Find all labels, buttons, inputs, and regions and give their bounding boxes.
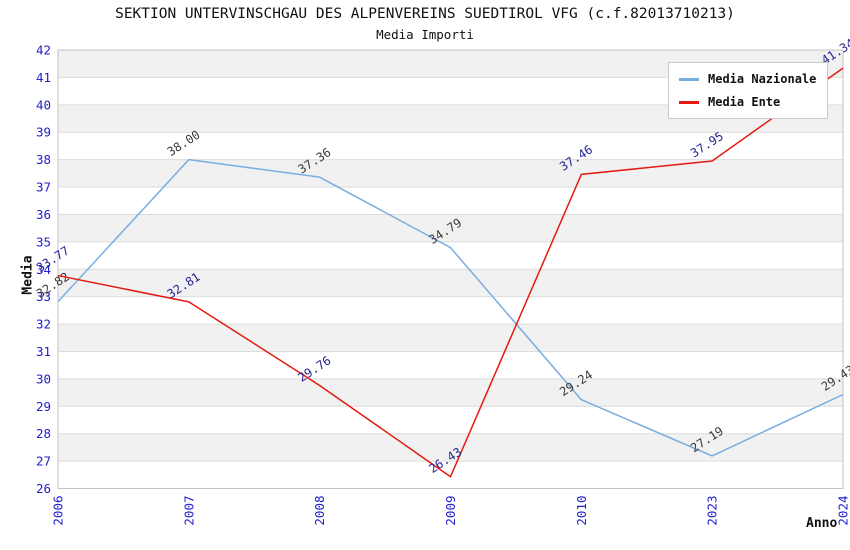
y-tick-label: 42 [36, 43, 51, 58]
x-tick-label: 2024 [836, 496, 850, 526]
legend-item-media-nazionale: Media Nazionale [679, 72, 816, 86]
y-tick-label: 28 [36, 426, 51, 441]
y-tick-label: 35 [36, 234, 51, 249]
plot-band [58, 214, 843, 242]
x-axis-title: Anno [806, 516, 838, 531]
plot-band [58, 241, 843, 270]
plot-border [57, 49, 844, 489]
plot-band [58, 187, 843, 215]
legend-item-media-ente: Media Ente [679, 95, 816, 109]
y-tick-label: 41 [36, 70, 51, 85]
y-tick-label: 29 [36, 399, 51, 414]
y-tick-label: 30 [36, 371, 51, 386]
plot-band [58, 324, 843, 352]
legend: Media Nazionale Media Ente [668, 62, 829, 119]
chart-title: SEKTION UNTERVINSCHGAU DES ALPENVEREINS … [115, 6, 735, 22]
y-tick-label: 32 [36, 317, 51, 332]
x-tick-label: 2008 [312, 496, 327, 526]
y-tick-label: 37 [36, 180, 51, 195]
series-line-media-ente [57, 67, 844, 478]
nazionale-line-swatch [679, 77, 699, 81]
y-tick-label: 39 [36, 125, 51, 140]
ente-line-swatch [679, 100, 699, 104]
plot-band [58, 378, 843, 407]
plot-band [58, 461, 843, 489]
y-axis-title: Media [20, 255, 36, 295]
legend-label-media-nazionale: Media Nazionale [708, 72, 817, 86]
plot-band [58, 132, 843, 160]
y-tick-label: 34 [36, 262, 51, 277]
series-line-media-nazionale [57, 158, 844, 457]
x-tick-label: 2006 [51, 496, 66, 526]
plot-band [58, 296, 843, 325]
plot-band [58, 159, 843, 188]
y-tick-label: 36 [36, 207, 51, 222]
plot-band [58, 351, 843, 379]
plot-band [58, 406, 843, 434]
x-tick-label: 2023 [705, 496, 720, 526]
y-tick-label: 27 [36, 454, 51, 469]
legend-label-media-ente: Media Ente [708, 95, 781, 109]
x-tick-label: 2007 [181, 496, 196, 526]
x-tick-label: 2009 [443, 496, 458, 526]
y-tick-label: 33 [36, 289, 51, 304]
y-tick-label: 38 [36, 152, 51, 167]
y-tick-label: 26 [36, 481, 51, 496]
chart-subtitle: Media Importi [376, 27, 474, 42]
y-tick-label: 31 [36, 344, 51, 359]
y-tick-label: 40 [36, 97, 51, 112]
x-tick-label: 2010 [574, 496, 589, 526]
plot-band [58, 269, 843, 297]
